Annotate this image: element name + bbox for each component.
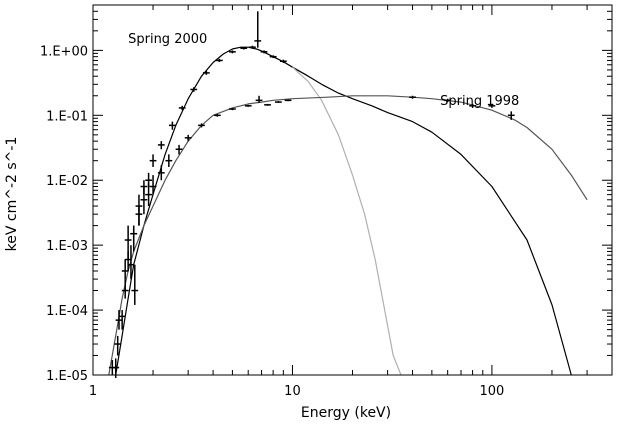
- data-point: [157, 165, 165, 181]
- data-point: [130, 225, 138, 252]
- data-point: [168, 121, 176, 130]
- data-point: [121, 259, 129, 280]
- data-point: [213, 113, 221, 117]
- data-point: [469, 103, 476, 108]
- data-point: [149, 154, 157, 167]
- series-line-spring2000-soft: [292, 66, 402, 376]
- data-point: [115, 310, 123, 330]
- data-point: [190, 87, 198, 92]
- data-point: [135, 194, 143, 226]
- data-point: [178, 105, 186, 111]
- data-point: [507, 111, 515, 120]
- data-point: [488, 103, 496, 108]
- data-point: [131, 264, 139, 305]
- annotation-spring-1998: Spring 1998: [440, 94, 519, 109]
- data-point: [121, 279, 129, 299]
- x-tick-label: 10: [284, 384, 301, 399]
- data-point: [198, 123, 205, 128]
- data-point: [229, 50, 236, 54]
- y-tick-label: 1.E-04: [46, 304, 88, 319]
- y-tick-label: 1.E-03: [46, 239, 88, 254]
- data-point: [127, 245, 135, 280]
- data-point: [240, 46, 248, 50]
- data-point: [284, 99, 292, 102]
- y-tick-label: 1.E-05: [46, 369, 88, 384]
- data-point: [254, 11, 262, 48]
- data-point: [175, 144, 183, 155]
- data-point: [108, 360, 116, 375]
- y-axis-label: keV cm^-2 s^-1: [4, 137, 20, 252]
- data-point: [145, 183, 152, 207]
- data-point: [140, 186, 148, 215]
- plot-frame: [92, 4, 613, 376]
- series-line-spring1998-total: [108, 95, 588, 376]
- data-point: [202, 71, 210, 75]
- data-point: [279, 59, 287, 63]
- data-point: [114, 335, 122, 356]
- data-point: [269, 55, 277, 59]
- data-point: [149, 175, 157, 195]
- y-tick-labels: 1.E-05 1.E-04 1.E-03 1.E-02 1.E-01 1.E+00: [40, 44, 88, 384]
- x-axis-label: Energy (keV): [301, 405, 391, 421]
- data-point: [409, 95, 416, 99]
- y-tick-label: 1.E-02: [46, 174, 88, 189]
- data-point: [229, 107, 236, 111]
- annotation-spring-2000: Spring 2000: [128, 32, 207, 47]
- data-point: [244, 104, 252, 107]
- x-tick-label: 1: [89, 384, 97, 399]
- data-point: [274, 101, 282, 103]
- data-point: [260, 50, 268, 54]
- x-tick-labels: 1 10 100: [89, 384, 504, 399]
- x-tick-label: 100: [480, 384, 505, 399]
- data-point: [165, 154, 173, 167]
- y-tick-label: 1.E-01: [46, 109, 88, 124]
- data-points: [108, 11, 515, 378]
- data-point: [157, 141, 165, 150]
- data-point: [124, 225, 132, 260]
- data-point: [184, 134, 192, 142]
- data-point: [444, 98, 452, 103]
- data-point: [255, 95, 263, 103]
- data-point: [215, 58, 223, 63]
- data-point: [264, 103, 271, 106]
- data-point: [249, 45, 256, 49]
- y-tick-label: 1.E+00: [40, 44, 88, 59]
- axis-ticks: [92, 4, 613, 376]
